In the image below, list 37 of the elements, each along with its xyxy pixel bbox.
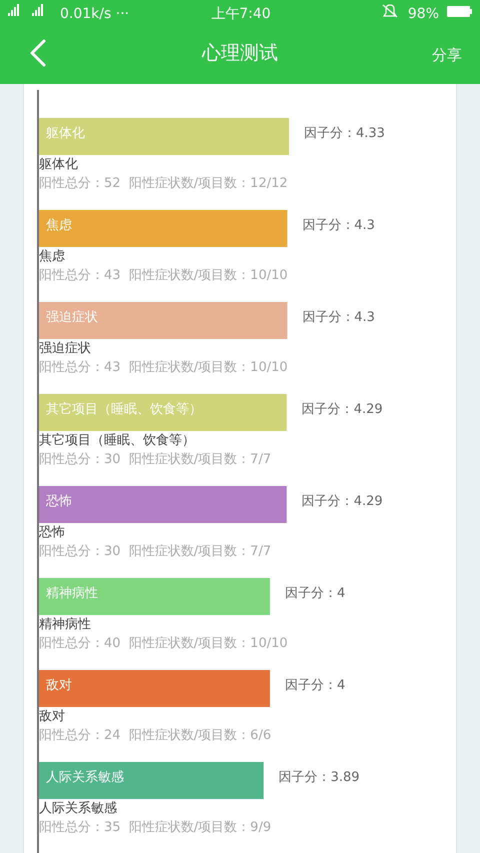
data-label: 因子分：4 bbox=[284, 678, 346, 693]
y-tick-label: 恐怖 bbox=[45, 494, 72, 509]
data-label: 因子分：4 bbox=[284, 586, 346, 601]
y-tick-label: 其它项目（睡眠、饮食等） bbox=[46, 401, 202, 417]
bar bbox=[39, 394, 287, 431]
bar bbox=[39, 302, 288, 339]
y-tick-label: 人际关系敏感 bbox=[46, 770, 124, 785]
annotation: 阳性总分：43 阳性症状数/项目数：10/10 bbox=[39, 360, 288, 375]
text: 上午7:40 bbox=[211, 6, 271, 22]
text: 0.01k/s ··· bbox=[60, 6, 130, 22]
bar bbox=[39, 578, 270, 615]
data-label: 因子分：4.29 bbox=[302, 402, 383, 417]
data-label: 因子分：4.29 bbox=[302, 494, 383, 509]
y-tick-label: 强迫症状 bbox=[46, 310, 98, 325]
y-tick-label: 焦虑 bbox=[46, 218, 72, 233]
y-tick-label: 躯体化 bbox=[46, 126, 85, 141]
annotation: 阳性总分：24 阳性症状数/项目数：6/6 bbox=[39, 728, 272, 743]
chart-title: 心理测试 bbox=[201, 42, 278, 64]
annotation: 阳性总分：30 阳性症状数/项目数：7/7 bbox=[39, 544, 272, 559]
bar bbox=[39, 118, 289, 155]
annotation: 阳性总分：40 阳性症状数/项目数：10/10 bbox=[39, 636, 288, 651]
annotation: 阳性总分：30 阳性症状数/项目数：7/7 bbox=[39, 452, 272, 467]
bar bbox=[39, 486, 287, 523]
bar bbox=[39, 670, 270, 707]
text: 分享 bbox=[432, 46, 462, 64]
data-label: 因子分：4.3 bbox=[302, 310, 375, 325]
data-label: 因子分：4.3 bbox=[302, 218, 375, 233]
bar bbox=[39, 762, 264, 799]
annotation: 阳性总分：43 阳性症状数/项目数：10/10 bbox=[39, 268, 288, 283]
data-label: 因子分：3.89 bbox=[278, 770, 360, 785]
annotation: 阳性总分：52 阳性症状数/项目数：12/12 bbox=[39, 176, 288, 191]
bar bbox=[39, 210, 288, 247]
text: 98% bbox=[408, 6, 439, 22]
data-label: 因子分：4.33 bbox=[304, 126, 385, 141]
y-tick-label: 精神病性 bbox=[46, 586, 98, 601]
y-tick-label: 敌对 bbox=[46, 678, 72, 693]
annotation: 阳性总分：35 阳性症状数/项目数：9/9 bbox=[39, 820, 272, 835]
